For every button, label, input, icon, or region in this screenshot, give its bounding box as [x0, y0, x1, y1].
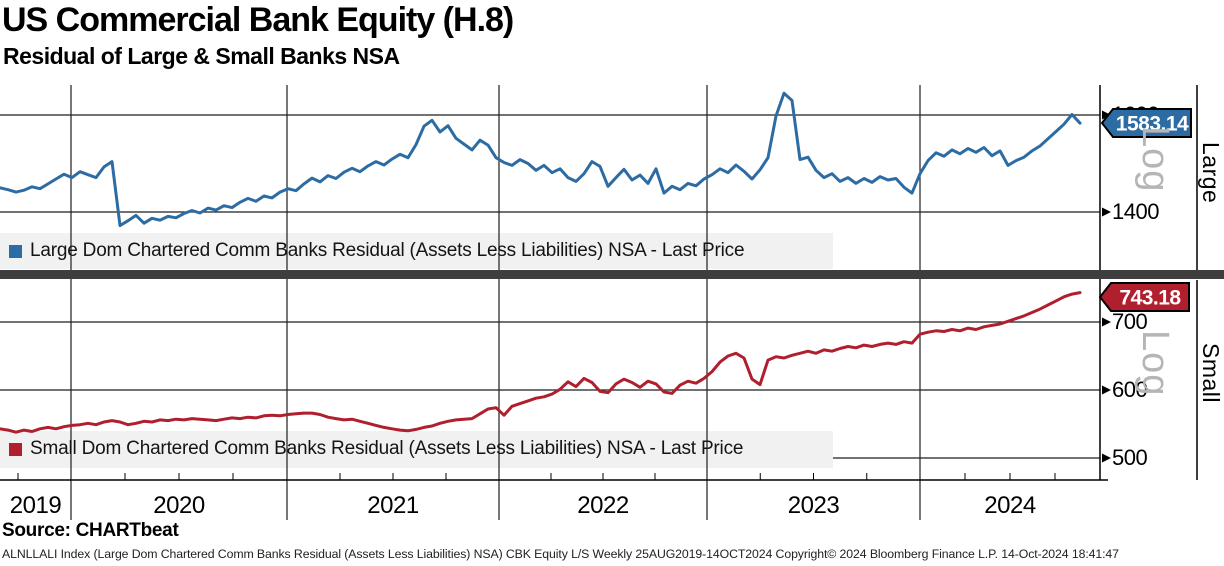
- last-price-tag: [1098, 282, 1190, 312]
- series-line: [0, 291, 1082, 434]
- x-axis-year-label: 2020: [153, 492, 205, 519]
- last-price-value: 743.18: [1119, 287, 1181, 310]
- last-price-value: 1583.14: [1116, 113, 1189, 136]
- legend-label-large: Large Dom Chartered Comm Banks Residual …: [30, 240, 745, 261]
- y-tick-label: 600: [1112, 377, 1148, 402]
- x-axis-year-label: 2023: [787, 492, 840, 519]
- y-tick-label: 700: [1112, 309, 1148, 334]
- legend-item-small[interactable]: Small Dom Chartered Comm Banks Residual …: [9, 437, 743, 461]
- x-axis-year-label: 2019: [9, 492, 62, 519]
- series-line: [0, 91, 1082, 228]
- last-price-tag: [1100, 108, 1192, 138]
- y-tick-label: 1400: [1112, 199, 1159, 224]
- x-axis-year-label: 2024: [984, 492, 1036, 519]
- x-axis-year-label: 2021: [367, 492, 419, 519]
- x-axis-year-label: 2022: [577, 492, 629, 519]
- y-tick-label: 500: [1112, 445, 1148, 470]
- legend-label-small: Small Dom Chartered Comm Banks Residual …: [30, 438, 744, 459]
- legend-item-large[interactable]: Large Dom Chartered Comm Banks Residual …: [9, 239, 745, 263]
- large-series-swatch-icon: [9, 244, 22, 258]
- panel-separator: [0, 270, 1224, 279]
- small-series-swatch-icon: [9, 442, 22, 456]
